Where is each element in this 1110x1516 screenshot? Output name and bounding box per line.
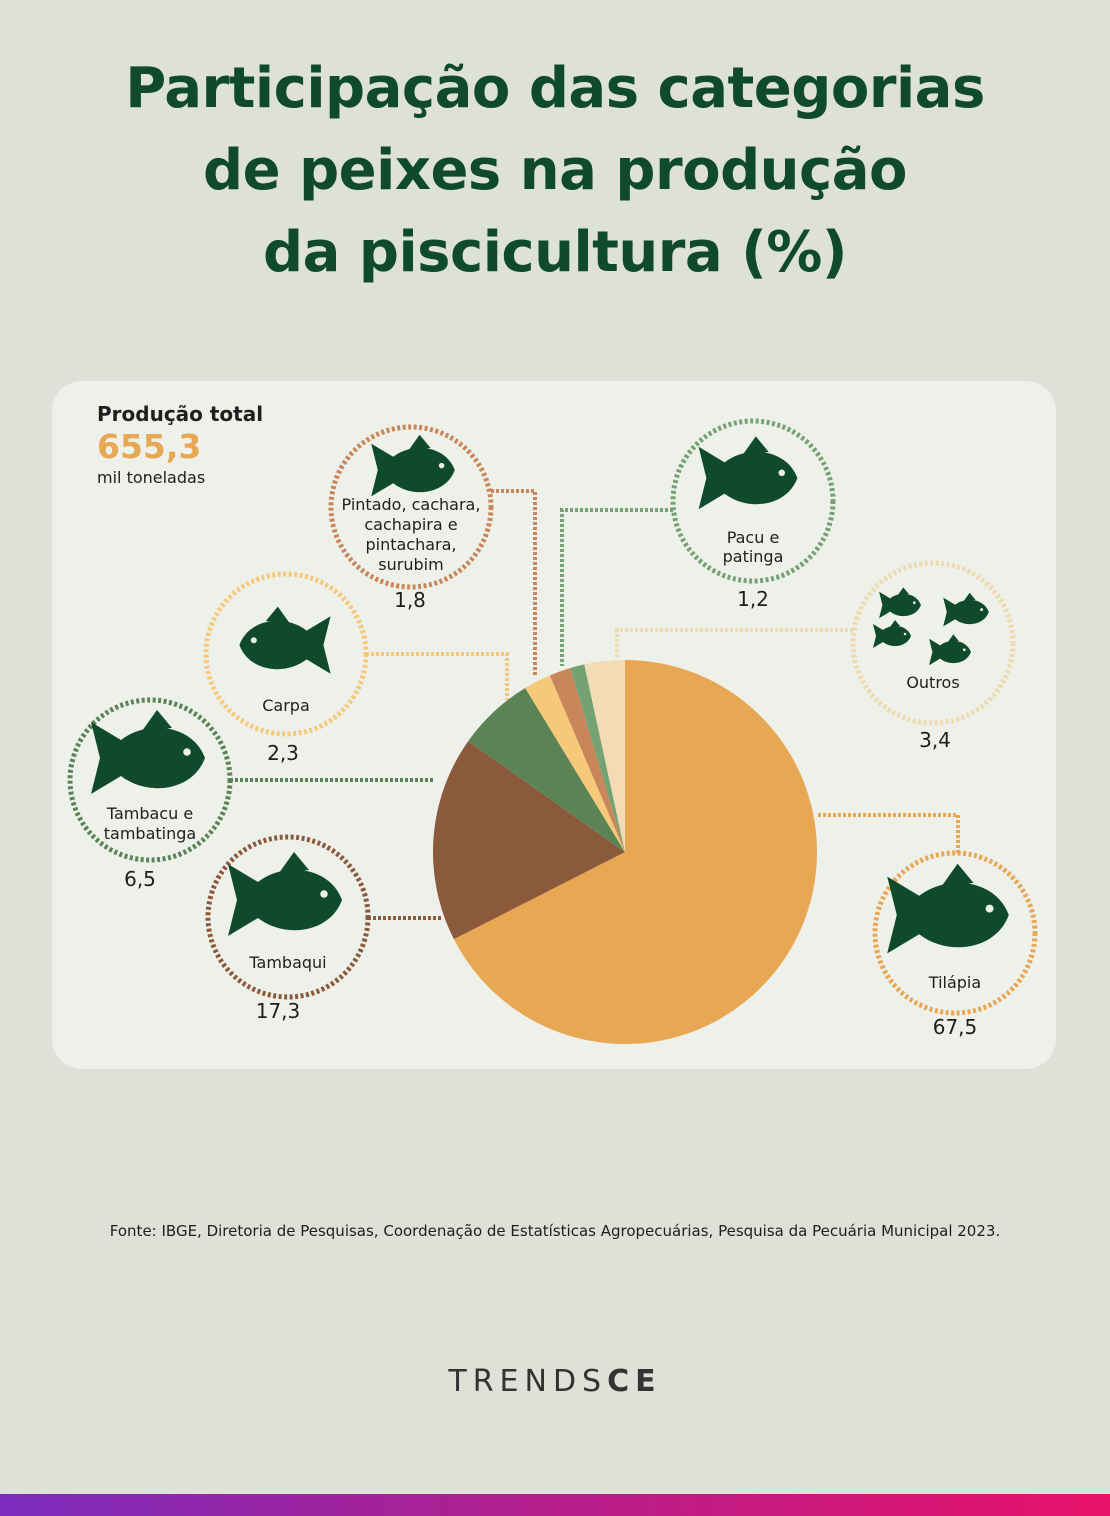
brand-logo: TRENDSCE <box>0 1364 1110 1399</box>
category-value: 6,5 <box>124 867 156 891</box>
category-label: cachapira e <box>364 515 457 534</box>
category-label: Pacu e <box>727 528 780 547</box>
leader-line <box>818 813 960 853</box>
bottom-gradient-bar <box>0 1494 1110 1516</box>
logo-text-light: TRENDS <box>448 1364 608 1399</box>
category-value: 3,4 <box>919 728 951 752</box>
pie-slice <box>468 687 625 852</box>
category-label: pintachara, <box>365 535 456 554</box>
pie-slice <box>570 664 625 852</box>
category-label: surubim <box>378 555 443 574</box>
category-badge: Outros 3,4 <box>850 560 1016 752</box>
leader-line <box>491 489 537 676</box>
pacu-fish-icon <box>698 436 798 510</box>
category-label: Tilápia <box>928 973 981 992</box>
category-label: patinga <box>723 547 784 566</box>
category-value: 1,8 <box>394 588 426 612</box>
catfish-icon <box>371 434 455 497</box>
page-title: Participação das categorias de peixes na… <box>0 48 1110 294</box>
pie-chart: Tilápia 67,5 Tambaqui 17,3 Tambacu etambatin… <box>67 418 1038 1044</box>
category-badge: Tambaqui 17,3 <box>205 834 371 1023</box>
mixed-fish-icon <box>873 587 989 666</box>
total-production: Produção total 655,3 mil toneladas <box>97 402 263 487</box>
leader-line <box>615 628 853 658</box>
category-badge: Carpa 2,3 <box>203 571 369 765</box>
category-badge: Tilápia 67,5 <box>872 850 1038 1039</box>
pie-slice <box>432 741 625 940</box>
tambacu-fish-icon <box>91 710 205 794</box>
category-label: Pintado, cachara, <box>342 495 481 514</box>
category-value: 17,3 <box>256 999 301 1023</box>
title-line: da piscicultura (%) <box>263 220 847 285</box>
total-label: Produção total <box>97 402 264 426</box>
title-line: de peixes na produção <box>203 138 908 203</box>
pie-slice <box>453 660 817 1044</box>
tambaqui-fish-icon <box>228 852 342 936</box>
category-label: Tambaqui <box>248 953 326 972</box>
leader-line <box>560 508 673 666</box>
tilapia-fish-icon <box>887 863 1009 954</box>
category-label: Outros <box>906 673 959 692</box>
logo-text-bold: CE <box>607 1364 662 1399</box>
pie-slice <box>549 667 625 852</box>
total-value: 655,3 <box>97 427 202 466</box>
source-note: Fonte: IBGE, Diretoria de Pesquisas, Coo… <box>109 1222 1001 1240</box>
carp-fish-icon <box>239 606 331 674</box>
pie-slice <box>584 660 625 852</box>
category-value: 67,5 <box>933 1015 978 1039</box>
pie-slice <box>525 675 625 852</box>
category-value: 2,3 <box>267 741 299 765</box>
category-label: Tambacu e <box>106 804 193 823</box>
category-badge: Pintado, cachara,cachapira epintachara,s… <box>328 424 494 612</box>
title-line: Participação das categorias <box>125 56 985 121</box>
category-value: 1,2 <box>737 587 769 611</box>
leader-line <box>366 652 509 700</box>
total-unit: mil toneladas <box>97 468 206 487</box>
category-label: tambatinga <box>104 824 196 843</box>
category-label: Carpa <box>262 696 310 715</box>
